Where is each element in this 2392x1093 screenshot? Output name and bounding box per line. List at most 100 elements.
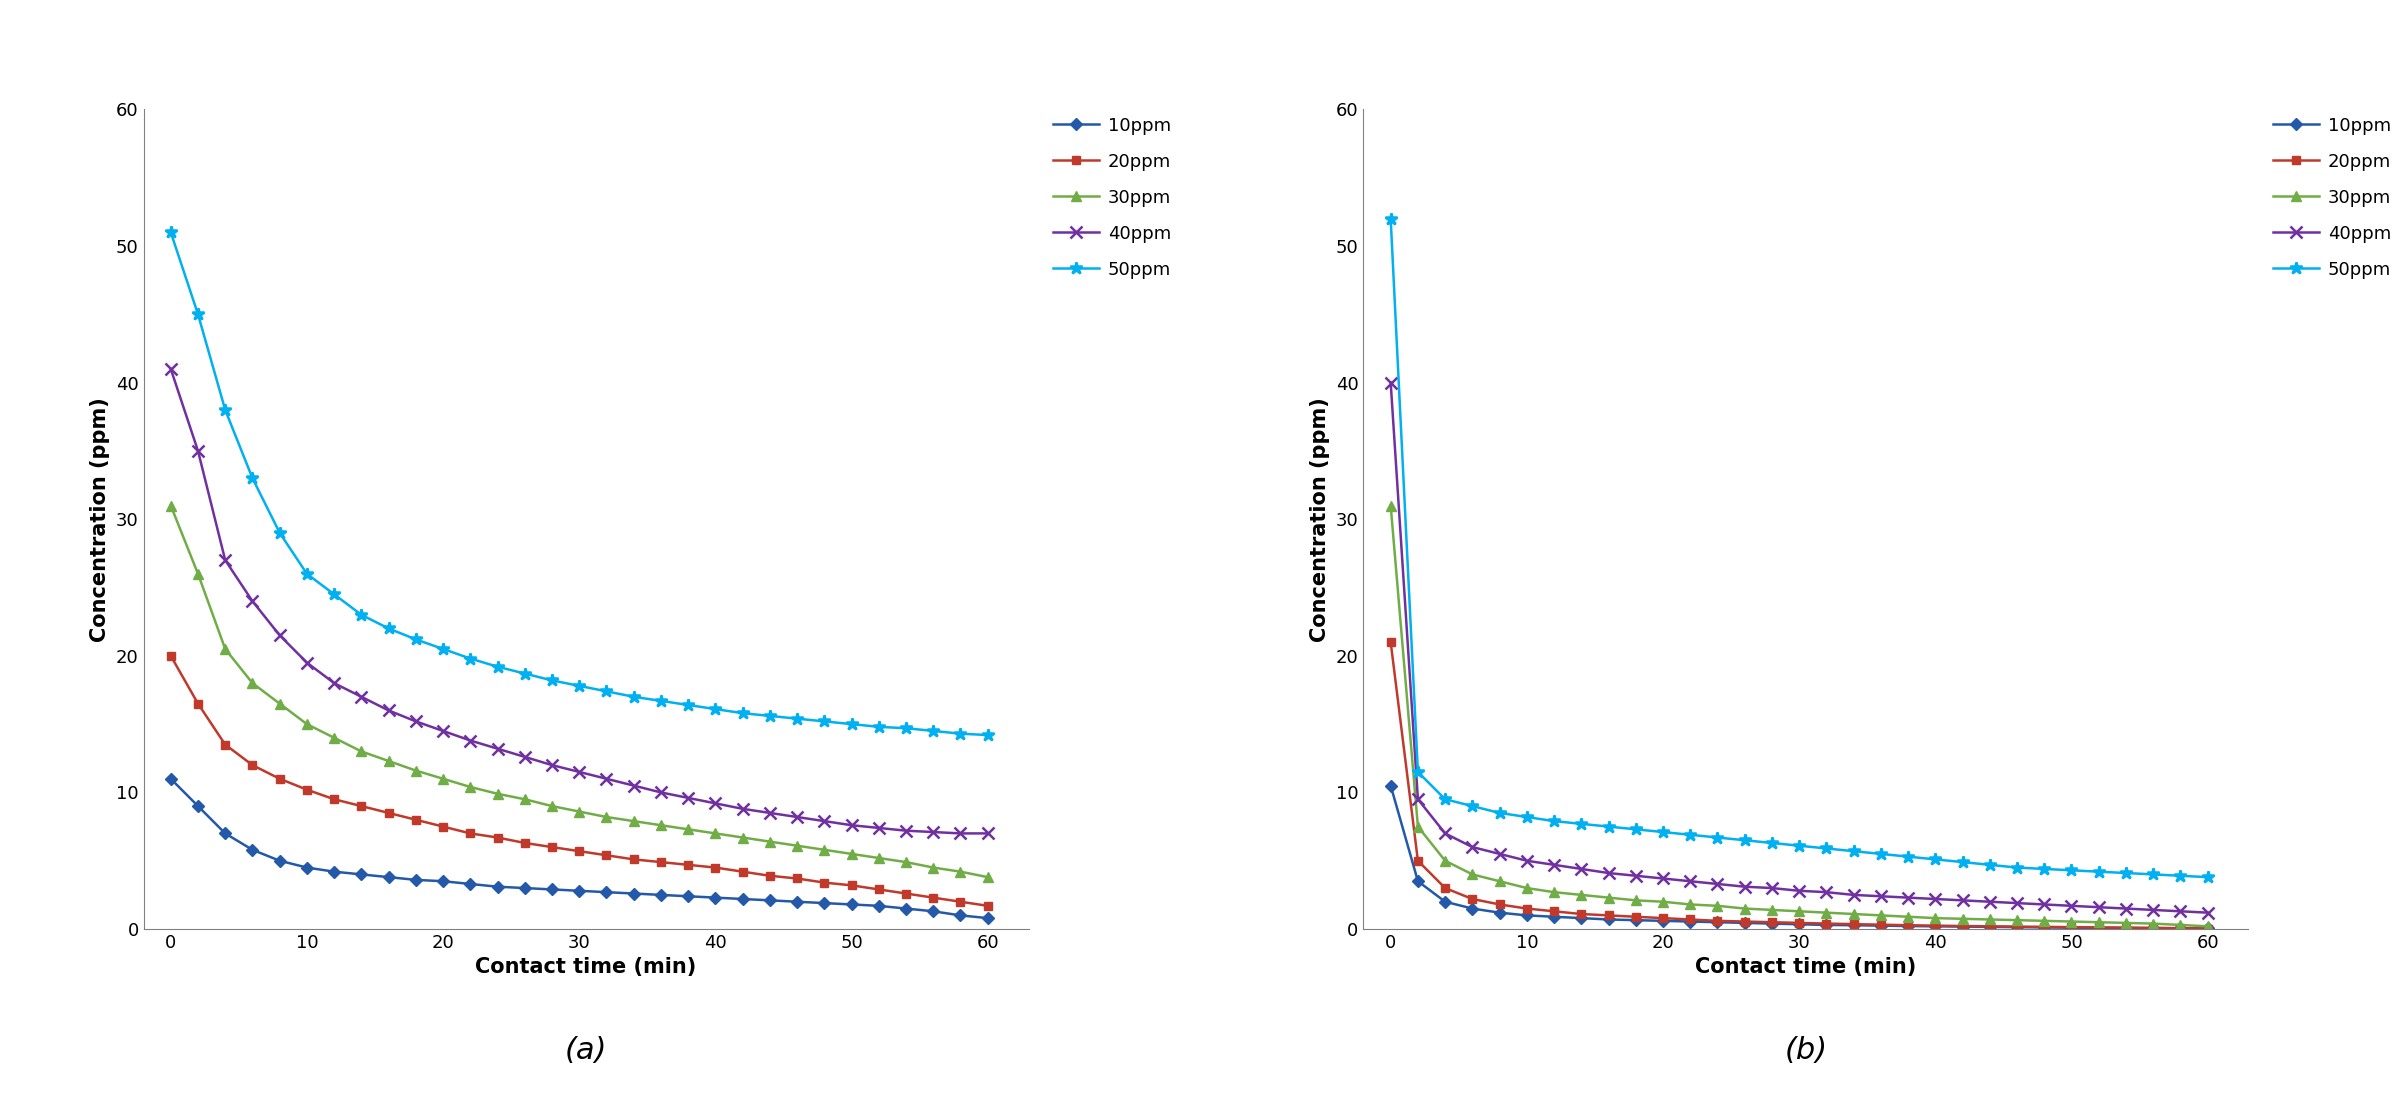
50ppm xyxy=(373,622,402,635)
20ppm xyxy=(837,879,866,892)
30ppm xyxy=(457,780,486,794)
50ppm xyxy=(974,728,1002,741)
30ppm xyxy=(701,826,730,839)
20ppm xyxy=(2193,922,2222,936)
Text: (b): (b) xyxy=(1784,1036,1827,1065)
30ppm xyxy=(2057,915,2086,928)
50ppm xyxy=(538,673,567,687)
30ppm xyxy=(837,847,866,860)
20ppm xyxy=(210,738,239,751)
50ppm xyxy=(1758,836,1787,849)
50ppm xyxy=(947,727,976,740)
40ppm xyxy=(2138,903,2167,916)
40ppm xyxy=(210,553,239,566)
30ppm xyxy=(1622,894,1650,907)
20ppm xyxy=(184,697,213,710)
30ppm xyxy=(184,567,213,580)
50ppm xyxy=(2193,870,2222,883)
10ppm xyxy=(2057,921,2086,935)
20ppm xyxy=(1894,918,1923,931)
50ppm xyxy=(1921,853,1949,866)
40ppm xyxy=(1485,847,1514,860)
20ppm xyxy=(266,772,294,785)
40ppm xyxy=(2002,896,2031,909)
20ppm xyxy=(347,800,376,813)
30ppm xyxy=(811,844,840,857)
10ppm xyxy=(2112,921,2141,935)
40ppm xyxy=(402,715,431,728)
10ppm xyxy=(1866,919,1894,932)
10ppm xyxy=(1567,912,1595,925)
50ppm xyxy=(2002,861,2031,874)
50ppm xyxy=(701,703,730,716)
40ppm xyxy=(1976,895,2004,908)
Line: 10ppm: 10ppm xyxy=(1387,781,2213,932)
50ppm xyxy=(565,679,593,693)
20ppm xyxy=(1430,881,1459,894)
10ppm xyxy=(1648,914,1677,927)
20ppm xyxy=(155,649,184,662)
20ppm xyxy=(727,866,756,879)
20ppm xyxy=(1677,913,1705,926)
20ppm xyxy=(919,891,947,904)
20ppm xyxy=(538,841,567,854)
30ppm xyxy=(565,804,593,818)
10ppm xyxy=(811,896,840,909)
40ppm xyxy=(1866,890,1894,903)
20ppm xyxy=(1921,919,1949,932)
10ppm xyxy=(756,894,785,907)
20ppm xyxy=(1404,855,1433,868)
50ppm xyxy=(1703,831,1732,844)
Line: 50ppm: 50ppm xyxy=(1385,212,2215,883)
10ppm xyxy=(210,826,239,839)
50ppm xyxy=(892,721,921,734)
40ppm xyxy=(864,822,892,835)
30ppm xyxy=(782,839,811,853)
50ppm xyxy=(593,684,622,698)
30ppm xyxy=(1703,900,1732,913)
40ppm xyxy=(620,779,648,792)
30ppm xyxy=(266,697,294,710)
20ppm xyxy=(892,888,921,901)
30ppm xyxy=(1921,912,1949,925)
20ppm xyxy=(1866,918,1894,931)
30ppm xyxy=(892,856,921,869)
30ppm xyxy=(1430,855,1459,868)
50ppm xyxy=(2057,863,2086,877)
50ppm xyxy=(1375,212,1404,225)
40ppm xyxy=(646,786,675,799)
10ppm xyxy=(373,870,402,883)
50ppm xyxy=(2031,862,2060,875)
10ppm xyxy=(538,883,567,896)
20ppm xyxy=(2083,920,2112,933)
10ppm xyxy=(1430,895,1459,908)
50ppm xyxy=(2083,866,2112,879)
20ppm xyxy=(701,861,730,874)
20ppm xyxy=(1729,915,1758,928)
40ppm xyxy=(1921,892,1949,905)
10ppm xyxy=(1404,874,1433,888)
20ppm xyxy=(2031,920,2060,933)
20ppm xyxy=(428,820,457,833)
50ppm xyxy=(620,691,648,704)
30ppm xyxy=(1839,907,1868,920)
10ppm xyxy=(1540,910,1569,924)
30ppm xyxy=(373,754,402,767)
50ppm xyxy=(1459,800,1488,813)
40ppm xyxy=(837,819,866,832)
10ppm xyxy=(1839,918,1868,931)
20ppm xyxy=(2057,920,2086,933)
Legend: 10ppm, 20ppm, 30ppm, 40ppm, 50ppm: 10ppm, 20ppm, 30ppm, 40ppm, 50ppm xyxy=(2265,109,2392,286)
40ppm xyxy=(2112,902,2141,915)
20ppm xyxy=(620,853,648,866)
10ppm xyxy=(646,889,675,902)
30ppm xyxy=(2193,920,2222,933)
50ppm xyxy=(1866,847,1894,860)
30ppm xyxy=(1404,820,1433,833)
30ppm xyxy=(2167,918,2196,931)
Y-axis label: Concentration (ppm): Concentration (ppm) xyxy=(91,397,110,642)
30ppm xyxy=(756,835,785,848)
50ppm xyxy=(1430,792,1459,806)
10ppm xyxy=(292,861,321,874)
30ppm xyxy=(1866,909,1894,922)
